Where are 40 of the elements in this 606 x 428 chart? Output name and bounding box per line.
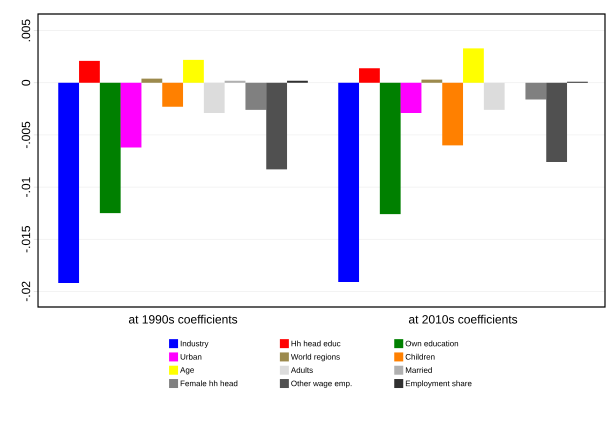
- legend-label: Own education: [406, 340, 458, 346]
- bar: [484, 82, 505, 110]
- legend-label: Urban: [180, 354, 202, 360]
- legend-label: Married: [406, 367, 432, 373]
- legend-label: Hh head educ: [292, 340, 340, 346]
- bar: [421, 80, 442, 83]
- legend-label: Industry: [180, 340, 209, 348]
- bar: [442, 82, 464, 146]
- bar: [525, 82, 546, 100]
- bar: [183, 60, 204, 83]
- legend-label: Employment share: [406, 380, 472, 388]
- bar: [58, 82, 80, 284]
- bar: [266, 82, 288, 170]
- legend-label: Female hh head: [180, 380, 238, 386]
- bar: [79, 60, 100, 83]
- bar: [463, 48, 484, 83]
- x-tick-label: at 1990s coefficients: [128, 314, 238, 324]
- bar: [380, 82, 401, 214]
- y-tick-label: -.02: [22, 282, 30, 302]
- x-tick-label: at 2010s coefficients: [408, 314, 518, 324]
- legend-label: Children: [406, 354, 435, 360]
- bar: [162, 82, 184, 107]
- y-tick-label: .005: [22, 20, 30, 42]
- y-tick-label: -.01: [22, 177, 30, 197]
- bar: [120, 82, 142, 148]
- y-tick-label: 0: [22, 80, 30, 86]
- legend-label: World regions: [290, 354, 340, 362]
- legend-label: Age: [180, 367, 194, 374]
- bar: [141, 78, 162, 83]
- bar: [546, 82, 568, 162]
- y-tick-label: -.005: [22, 122, 30, 148]
- legend-label: Other wage emp.: [291, 380, 352, 388]
- bar: [359, 68, 380, 83]
- bar: [400, 82, 422, 114]
- bar: [245, 82, 266, 110]
- y-tick-label: -.015: [22, 226, 30, 252]
- bar: [204, 82, 225, 114]
- bar: [338, 82, 360, 282]
- legend-label: Adults: [290, 367, 313, 373]
- bar: [100, 82, 121, 214]
